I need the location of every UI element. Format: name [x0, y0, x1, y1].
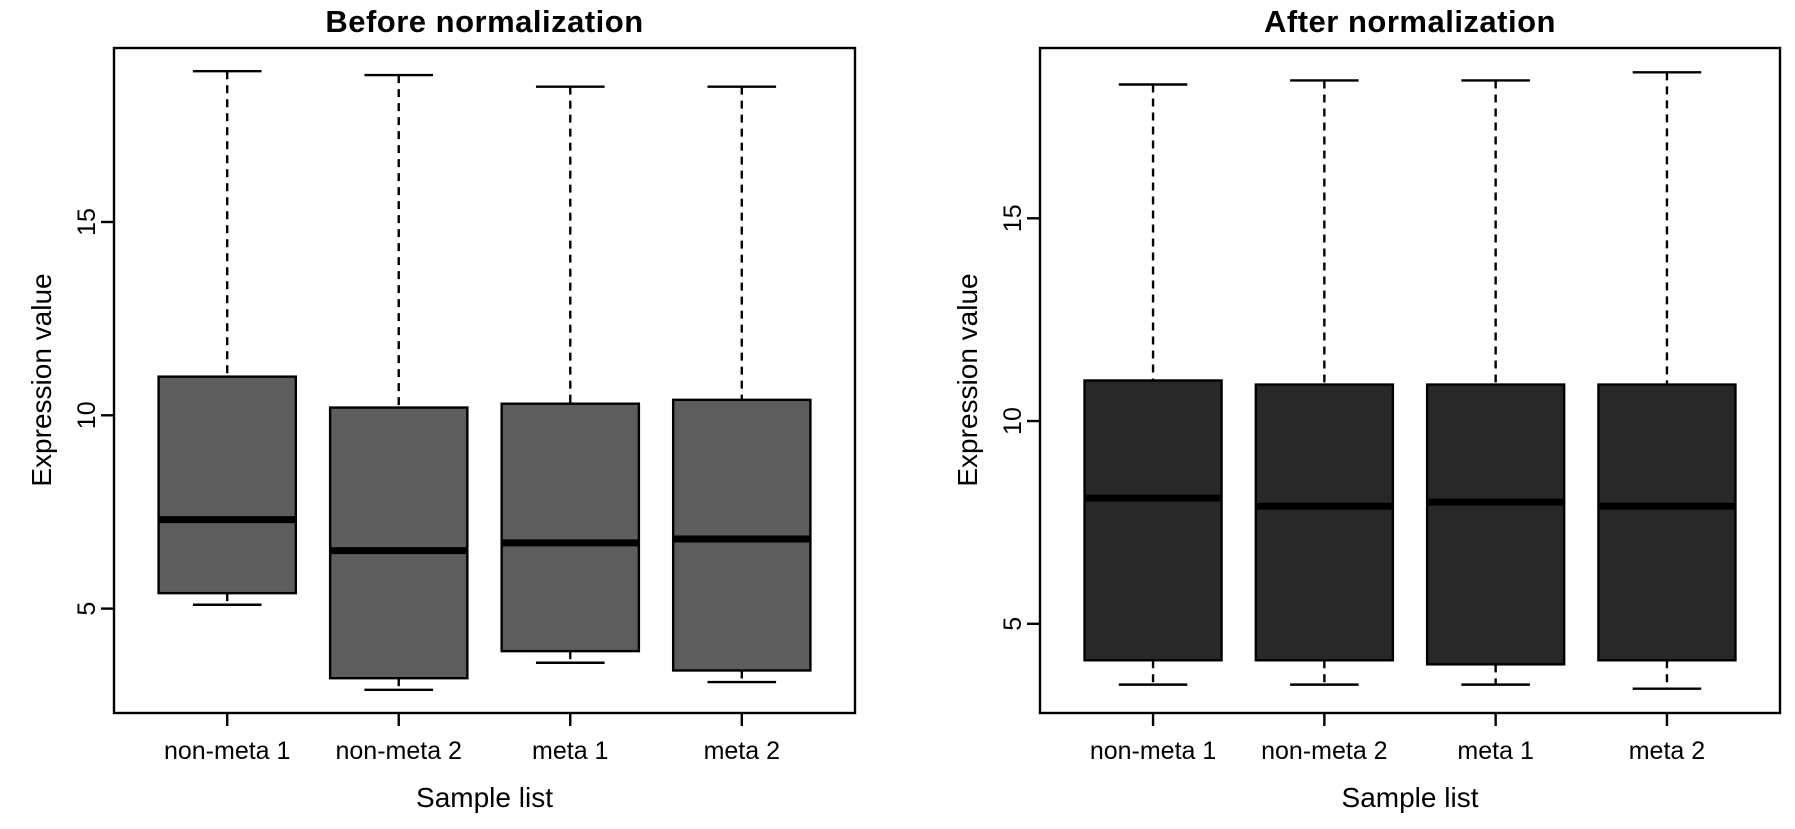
iqr-box [1597, 383, 1737, 662]
y-axis-title-after: Expression value [952, 273, 983, 487]
panel-after: 5 10 15 non-meta 1 non-meta 2 meta 1 meta 2 [999, 46, 1782, 765]
box-non-meta-1 [157, 69, 298, 606]
x-category-label: meta 1 [1457, 737, 1533, 765]
x-category-label: meta 2 [1629, 737, 1705, 765]
x-category-label: meta 2 [704, 737, 780, 765]
panel-title-before: Before normalization [325, 4, 644, 39]
x-category-label: non-meta 2 [1261, 737, 1387, 765]
y-tick-label: 5 [73, 602, 101, 616]
x-axis-title-after: Sample list [1341, 782, 1479, 813]
box-meta-1 [500, 85, 641, 664]
iqr-box [1254, 383, 1395, 662]
plot-border [112, 46, 857, 715]
plot-border [1038, 46, 1782, 715]
box-non-meta-1 [1083, 83, 1223, 686]
panel-before: 5 10 15 non-meta 1 non-meta 2 meta 1 meta 2 [73, 46, 857, 765]
box-non-meta-2 [1254, 79, 1395, 686]
iqr-box [500, 402, 641, 653]
x-category-label: non-meta 1 [164, 737, 290, 765]
iqr-box [1083, 379, 1223, 662]
iqr-box [157, 375, 298, 595]
box-meta-2 [671, 85, 812, 684]
y-tick-label: 5 [999, 617, 1027, 631]
iqr-box [1425, 383, 1566, 666]
box-meta-2 [1597, 71, 1737, 690]
iqr-box [671, 398, 812, 672]
x-category-label: non-meta 2 [336, 737, 462, 765]
iqr-box [328, 406, 469, 680]
x-category-label: meta 1 [532, 737, 608, 765]
x-axis-title-before: Sample list [416, 782, 553, 813]
box-meta-1 [1425, 79, 1566, 686]
panel-title-after: After normalization [1264, 4, 1556, 39]
y-tick-label: 10 [73, 401, 101, 429]
y-tick-label: 10 [999, 407, 1027, 435]
y-tick-label: 15 [73, 208, 101, 236]
y-tick-label: 15 [999, 204, 1027, 232]
y-axis-title-before: Expression value [26, 273, 57, 487]
box-non-meta-2 [328, 73, 469, 692]
x-category-label: non-meta 1 [1090, 737, 1216, 765]
